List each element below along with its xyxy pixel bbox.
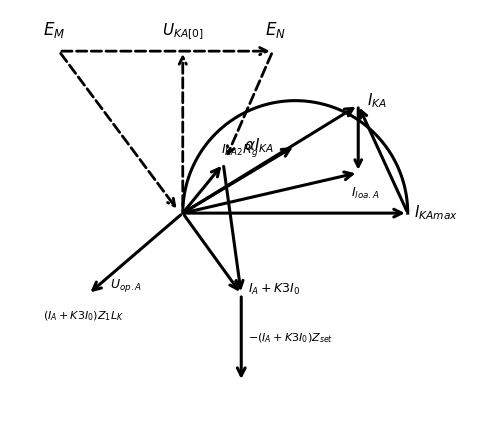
Text: $I_{KA}$: $I_{KA}$ <box>367 91 387 110</box>
Text: $-(I_A+K3I_0)Z_{set}$: $-(I_A+K3I_0)Z_{set}$ <box>248 331 333 345</box>
Text: $I_A+K3I_0$: $I_A+K3I_0$ <box>248 282 300 297</box>
Text: $I_{loa.A}$: $I_{loa.A}$ <box>351 186 380 201</box>
Text: $E_M$: $E_M$ <box>43 20 65 40</box>
Text: $I_{KA2}R_g$: $I_{KA2}R_g$ <box>221 142 258 159</box>
Text: $I_{KAmax}$: $I_{KAmax}$ <box>414 204 458 223</box>
Text: $(I_A+K3I_0)Z_1L_K$: $(I_A+K3I_0)Z_1L_K$ <box>43 310 124 323</box>
Text: $U_{KA[0]}$: $U_{KA[0]}$ <box>162 22 204 42</box>
Text: $U_{op.A}$: $U_{op.A}$ <box>110 277 142 294</box>
Text: $\alpha I_{KA}$: $\alpha I_{KA}$ <box>244 136 274 155</box>
Text: $E_N$: $E_N$ <box>264 20 285 40</box>
